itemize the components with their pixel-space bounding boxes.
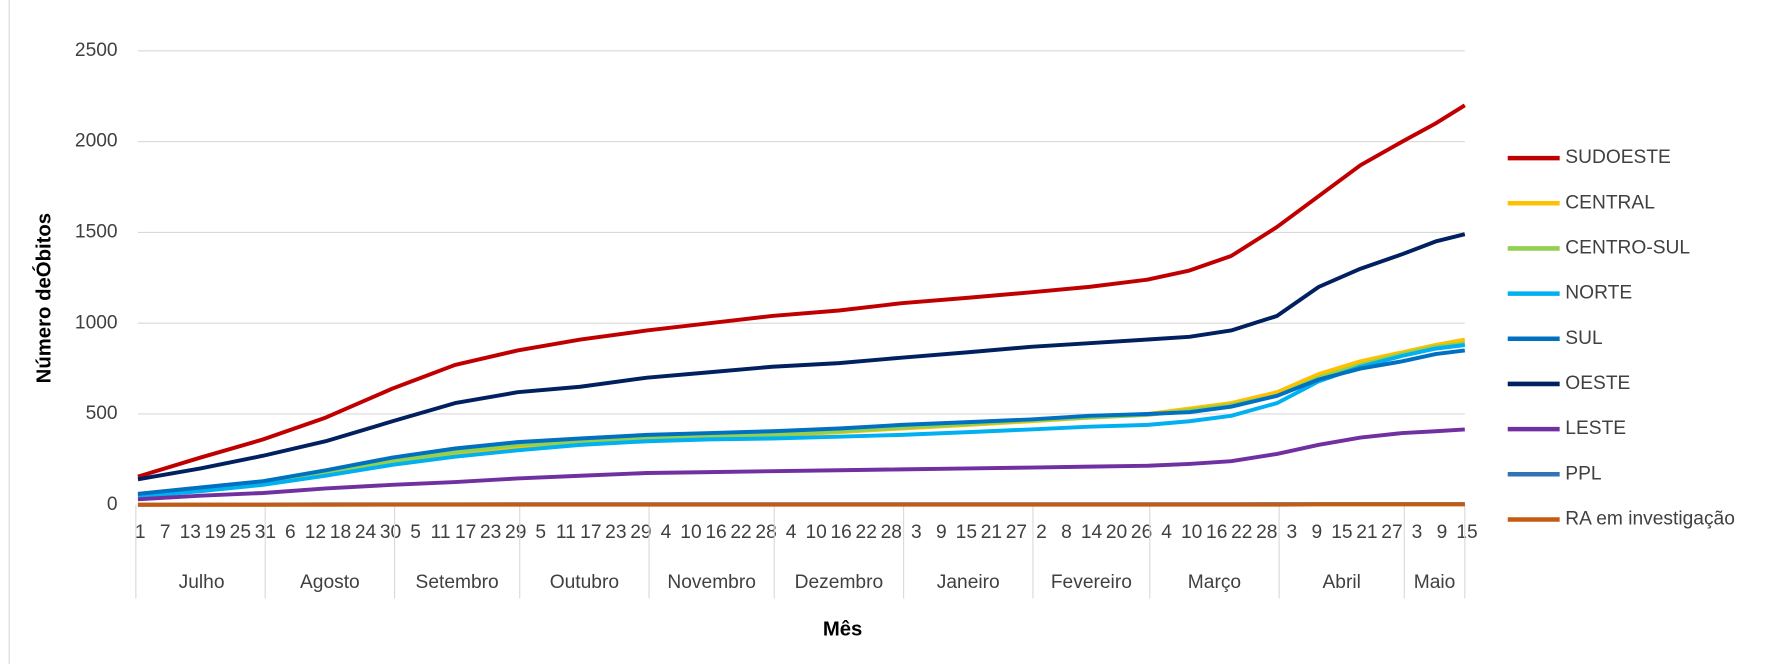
x-tick-label: 28 (1256, 522, 1277, 543)
x-tick-label: 10 (1181, 522, 1202, 543)
x-tick-label: 26 (1131, 522, 1152, 543)
x-tick-label: 8 (1061, 522, 1072, 543)
x-tick-label: 3 (1286, 522, 1297, 543)
x-tick-label: 1 (135, 522, 146, 543)
x-tick-label: 4 (661, 522, 672, 543)
x-tick-label: 27 (1381, 522, 1402, 543)
month-label: Novembro (667, 572, 756, 593)
y-axis-title: Número deÓbitos (32, 213, 56, 383)
x-tick-label: 15 (1331, 522, 1352, 543)
legend-label: PPL (1565, 463, 1602, 484)
month-label: Fevereiro (1051, 572, 1132, 593)
x-tick-label: 10 (680, 522, 701, 543)
x-tick-label: 17 (580, 522, 601, 543)
month-label: Agosto (300, 572, 360, 593)
x-tick-label: 22 (1231, 522, 1252, 543)
y-tick-label: 2500 (75, 40, 118, 61)
x-tick-label: 23 (605, 522, 626, 543)
month-label: Dezembro (795, 572, 884, 593)
x-tick-label: 29 (505, 522, 526, 543)
x-tick-label: 27 (1006, 522, 1027, 543)
x-tick-label: 22 (730, 522, 751, 543)
x-tick-label: 17 (455, 522, 476, 543)
x-tick-label: 6 (285, 522, 296, 543)
x-tick-label: 24 (355, 522, 377, 543)
x-tick-label: 16 (1206, 522, 1227, 543)
y-tick-label: 0 (107, 494, 118, 515)
x-tick-label: 9 (1312, 522, 1323, 543)
month-label: Julho (179, 572, 225, 593)
x-tick-label: 23 (480, 522, 501, 543)
x-tick-label: 4 (786, 522, 797, 543)
y-tick-label: 500 (86, 403, 118, 424)
x-tick-label: 5 (410, 522, 421, 543)
series-line (137, 232, 1466, 482)
legend-label: RA em investigação (1565, 509, 1735, 530)
y-tick-label: 2000 (75, 131, 118, 152)
month-label: Janeiro (937, 572, 1000, 593)
x-tick-label: 16 (831, 522, 852, 543)
x-tick-label: 14 (1081, 522, 1103, 543)
x-axis-title: Mês (823, 618, 863, 640)
x-tick-label: 4 (1161, 522, 1172, 543)
legend-label: CENTRO-SUL (1565, 237, 1690, 258)
x-tick-label: 9 (936, 522, 947, 543)
x-tick-label: 11 (431, 522, 451, 543)
x-tick-label: 28 (755, 522, 776, 543)
x-tick-label: 7 (160, 522, 171, 543)
x-tick-label: 15 (1456, 522, 1477, 543)
x-tick-label: 5 (535, 522, 546, 543)
series-line (137, 103, 1466, 479)
month-label: Setembro (416, 572, 499, 593)
legend-label: OESTE (1565, 373, 1630, 394)
x-tick-label: 12 (305, 522, 326, 543)
x-tick-label: 9 (1437, 522, 1448, 543)
month-label: Maio (1414, 572, 1456, 593)
y-tick-label: 1000 (75, 312, 118, 333)
legend-label: NORTE (1565, 283, 1632, 304)
legend-label: CENTRAL (1565, 192, 1655, 213)
x-tick-label: 25 (230, 522, 251, 543)
x-tick-label: 3 (911, 522, 922, 543)
legend-label: SUDOESTE (1565, 147, 1671, 168)
legend-label: SUL (1565, 328, 1603, 349)
x-tick-label: 15 (956, 522, 977, 543)
x-tick-label: 11 (556, 522, 576, 543)
x-tick-label: 16 (705, 522, 726, 543)
x-tick-label: 22 (856, 522, 877, 543)
x-tick-label: 19 (205, 522, 226, 543)
series-line (137, 343, 1466, 499)
x-tick-label: 3 (1412, 522, 1423, 543)
x-tick-label: 2 (1036, 522, 1047, 543)
x-tick-label: 21 (1356, 522, 1377, 543)
series-line (137, 348, 1466, 496)
x-tick-label: 18 (330, 522, 351, 543)
x-tick-label: 21 (981, 522, 1002, 543)
x-tick-label: 20 (1106, 522, 1127, 543)
x-tick-label: 30 (380, 522, 401, 543)
y-tick-label: 1500 (75, 221, 118, 242)
month-label: Outubro (550, 572, 619, 593)
month-label: Março (1188, 572, 1241, 593)
x-tick-label: 28 (881, 522, 902, 543)
x-tick-label: 13 (180, 522, 201, 543)
legend-label: LESTE (1565, 418, 1626, 439)
chart-frame (8, 0, 10, 664)
series-line (137, 427, 1465, 502)
x-tick-label: 29 (630, 522, 651, 543)
month-label: Abril (1323, 572, 1361, 593)
x-tick-label: 10 (805, 522, 826, 543)
